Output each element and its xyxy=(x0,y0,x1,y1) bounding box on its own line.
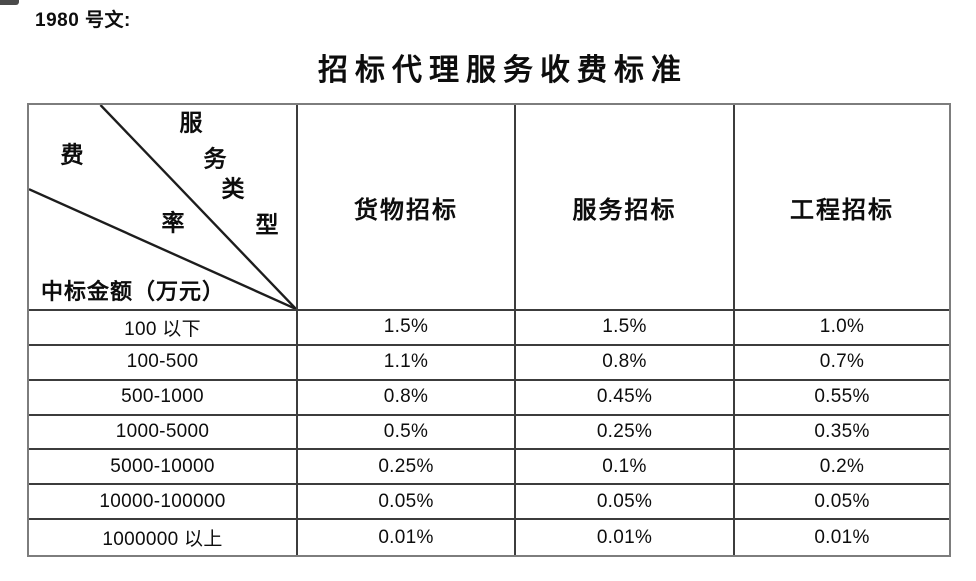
fee-rate-table: 服 务 类 型 费 率 中标金额（万元） 货物招标 服务招标 工程招标 100 … xyxy=(27,103,951,557)
rate-cell: 0.7% xyxy=(735,346,949,381)
scan-artifact xyxy=(0,0,19,5)
rate-cell: 0.2% xyxy=(735,450,949,486)
row-label: 500-1000 xyxy=(29,380,298,416)
rate-cell: 0.35% xyxy=(735,416,949,451)
rate-cell: 1.5% xyxy=(298,311,516,346)
row-label: 5000-10000 xyxy=(29,450,298,486)
rate-cell: 0.01% xyxy=(298,520,516,555)
doc-number-label: 1980 号文: xyxy=(35,10,131,31)
diagonal-divider-lines xyxy=(29,105,296,309)
row-label: 1000000 以上 xyxy=(29,520,298,555)
rate-cell: 0.8% xyxy=(298,380,516,416)
page-title: 招标代理服务收费标准 xyxy=(318,54,688,87)
rate-cell: 0.55% xyxy=(735,381,949,416)
column-header-goods: 货物招标 xyxy=(298,105,516,311)
rate-cell: 0.45% xyxy=(516,380,735,416)
rate-cell: 0.8% xyxy=(516,345,735,381)
rate-cell: 0.01% xyxy=(516,520,735,555)
row-label: 10000-100000 xyxy=(29,485,298,521)
row-label: 100-500 xyxy=(29,345,298,381)
rate-cell: 0.01% xyxy=(814,526,870,548)
column-header-services: 服务招标 xyxy=(516,105,735,311)
rate-cell: 1.1% xyxy=(298,345,516,381)
rate-cell: 0.1% xyxy=(516,450,735,486)
corner-label-fee-rate-char: 率 xyxy=(161,210,185,236)
column-header-engineering: 工程招标 xyxy=(735,105,949,311)
corner-label-service-type-char: 类 xyxy=(221,176,245,202)
rate-cell: 0.5% xyxy=(298,415,516,451)
rate-cell: 0.05% xyxy=(735,485,949,521)
rate-cell: 0.05% xyxy=(298,485,516,521)
corner-label-service-type-char: 服 xyxy=(179,110,203,136)
corner-label-service-type-char: 型 xyxy=(255,212,279,238)
diagonal-header-cell: 服 务 类 型 费 率 中标金额（万元） xyxy=(29,105,298,311)
corner-label-fee-rate-char: 费 xyxy=(60,142,84,168)
row-label: 1000-5000 xyxy=(29,415,298,451)
corner-label-service-type-char: 务 xyxy=(203,146,227,172)
corner-label-bid-amount: 中标金额（万元） xyxy=(41,279,226,304)
rate-cell: 0.25% xyxy=(298,450,516,486)
row-label: 100 以下 xyxy=(29,311,298,346)
rate-cell: 1.5% xyxy=(516,311,735,346)
rate-cell: 1.0% xyxy=(735,311,949,346)
rate-cell: 0.05% xyxy=(516,485,735,521)
rate-cell: 0.25% xyxy=(516,415,735,451)
